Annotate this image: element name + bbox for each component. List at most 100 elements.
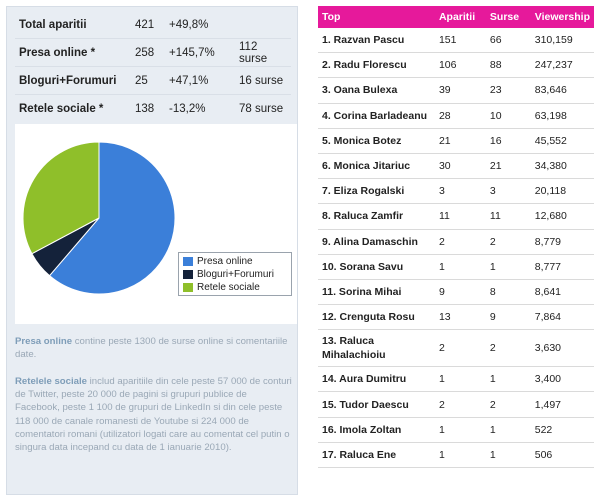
summary-count: 25 [131,66,165,95]
surse-cell: 9 [485,304,531,331]
aparitii-cell: 106 [434,52,486,79]
pie-chart-box: Presa online Bloguri+Forumuri Retele soc… [15,124,297,324]
surse-cell: 1 [485,442,531,469]
table-row: 17. Raluca Ene 1 1 506 [318,442,594,469]
legend-swatch [183,257,193,266]
table-row: 4. Corina Barladeanu 28 10 63,198 [318,103,594,129]
presa-note-text: contine peste 1300 de surse online si co… [15,336,288,361]
legend-item: Retele sociale [183,281,287,294]
surse-cell: 21 [485,153,531,180]
header-surse: Surse [485,6,531,28]
pie-slice-presa [48,141,176,295]
viewership-cell: 63,198 [530,103,594,129]
pie-slice-retele [22,141,100,255]
summary-count: 138 [135,102,155,115]
viewership-cell: 247,237 [530,52,594,79]
aparitii-cell: 28 [434,103,486,129]
table-row: 9. Alina Damaschin 2 2 8,779 [318,229,594,255]
table-row: 11. Sorina Mihai 9 8 8,641 [318,279,594,306]
retele-note-title: Retelele sociale [15,376,87,387]
presa-note-title: Presa online [15,336,73,347]
legend-label: Retele sociale [197,282,260,293]
summary-label: Retele sociale * [19,102,104,115]
surse-cell: 11 [485,203,531,230]
person-name: 5. Monica Botez [318,128,435,154]
person-name: 4. Corina Barladeanu [318,103,435,129]
viewership-cell: 3,400 [530,366,594,393]
aparitii-cell: 9 [434,279,486,306]
summary-label: Bloguri+Forumuri [15,66,131,95]
summary-sources [235,11,291,39]
viewership-cell: 506 [530,442,594,469]
table-row: 8. Raluca Zamfir 11 11 12,680 [318,203,594,230]
surse-cell: 8 [485,279,531,306]
surse-cell: 23 [485,77,531,104]
surse-cell: 2 [485,229,531,255]
person-name: 11. Sorina Mihai [318,279,435,306]
summary-count: 421 [131,11,165,39]
aparitii-cell: 2 [434,229,486,255]
summary-count: 258 [131,38,165,67]
summary-table: Total aparitii 421 +49,8% Presa online *… [15,11,291,122]
header-aparitii: Aparitii [434,6,486,28]
summary-sources: 16 surse [235,66,291,95]
summary-sources: 112 surse [235,38,291,67]
person-name: 10. Sorana Savu [318,254,435,280]
viewership-cell: 8,641 [530,279,594,306]
header-top: Top [318,6,435,28]
summary-change: -13,2% [169,102,206,115]
presa-note: Presa online contine peste 1300 de surse… [15,335,293,361]
ranking-table: Top Aparitii Surse Viewership 1. Razvan … [318,6,594,469]
table-row: 10. Sorana Savu 1 1 8,777 [318,254,594,280]
viewership-cell: 45,552 [530,128,594,154]
surse-cell: 66 [485,28,531,54]
viewership-cell: 83,646 [530,77,594,104]
table-row: 1. Razvan Pascu 151 66 310,159 [318,28,594,54]
summary-change: +49,8% [165,11,235,39]
table-row: 12. Crenguta Rosu 13 9 7,864 [318,304,594,331]
table-row: 2. Radu Florescu 106 88 247,237 [318,52,594,79]
summary-panel: Total aparitii 421 +49,8% Presa online *… [6,6,298,495]
viewership-cell: 310,159 [530,28,594,54]
person-name: 13. Raluca Mihalachioiu [318,329,435,368]
person-name: 3. Oana Bulexa [318,77,435,104]
viewership-cell: 20,118 [530,178,594,205]
table-row: 5. Monica Botez 21 16 45,552 [318,128,594,154]
table-row: 15. Tudor Daescu 2 2 1,497 [318,391,594,418]
surse-cell: 88 [485,52,531,79]
aparitii-cell: 1 [434,254,486,280]
person-name: 9. Alina Damaschin [318,229,435,255]
person-name: 12. Crenguta Rosu [318,304,435,331]
legend-item: Presa online [183,255,287,268]
legend-label: Bloguri+Forumuri [197,269,274,280]
viewership-cell: 8,779 [530,229,594,255]
chart-legend: Presa online Bloguri+Forumuri Retele soc… [178,252,292,296]
table-row: 3. Oana Bulexa 39 23 83,646 [318,77,594,104]
viewership-cell: 3,630 [530,329,594,368]
person-name: 16. Imola Zoltan [318,417,435,443]
person-name: 17. Raluca Ene [318,442,435,469]
aparitii-cell: 21 [434,128,486,154]
table-row: 16. Imola Zoltan 1 1 522 [318,417,594,443]
viewership-cell: 8,777 [530,254,594,280]
aparitii-cell: 1 [434,442,486,469]
surse-cell: 1 [485,366,531,393]
summary-row: Bloguri+Forumuri 25 +47,1% 16 surse [15,66,291,95]
viewership-cell: 7,864 [530,304,594,331]
aparitii-cell: 11 [434,203,486,230]
surse-cell: 2 [485,391,531,418]
person-name: 15. Tudor Daescu [318,391,435,418]
pie-chart [22,141,176,295]
header-viewership: Viewership [530,6,594,28]
aparitii-cell: 2 [434,391,486,418]
summary-change: +145,7% [165,38,235,67]
person-name: 8. Raluca Zamfir [318,203,435,230]
surse-cell: 2 [485,329,531,368]
viewership-cell: 522 [530,417,594,443]
legend-swatch [183,283,193,292]
summary-row: Presa online * 258 +145,7% 112 surse [15,38,291,67]
legend-item: Bloguri+Forumuri [183,268,287,281]
person-name: 1. Razvan Pascu [318,28,435,54]
person-name: 14. Aura Dumitru [318,366,435,393]
summary-label: Total aparitii [15,11,131,39]
